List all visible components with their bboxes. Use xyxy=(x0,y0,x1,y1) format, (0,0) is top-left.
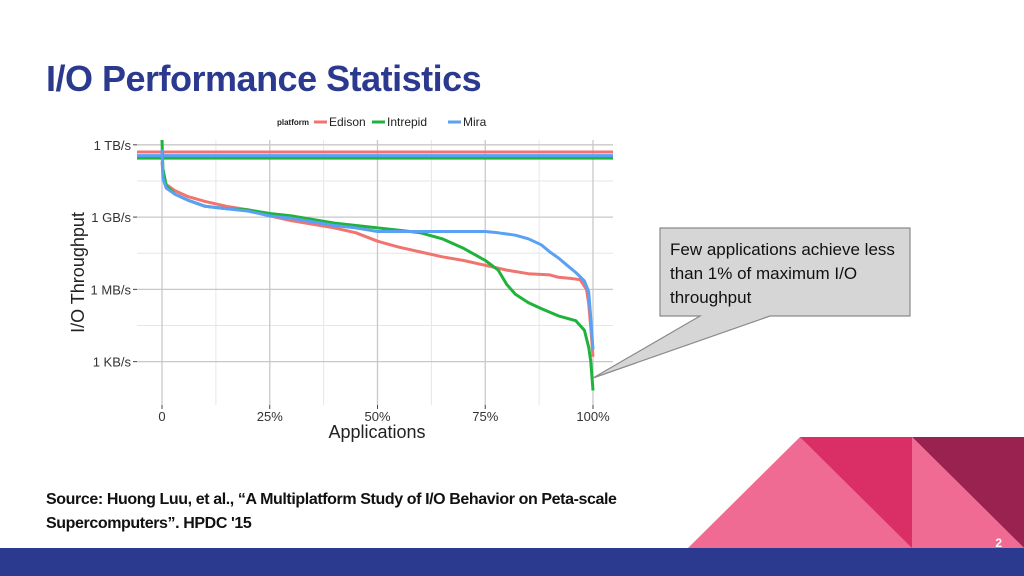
slide-title: I/O Performance Statistics xyxy=(46,58,482,99)
footer-bar xyxy=(0,548,1024,576)
x-tick-label: 100% xyxy=(576,409,610,424)
legend-label: Mira xyxy=(463,115,487,129)
plot-panel xyxy=(137,139,613,405)
x-tick-label: 0 xyxy=(158,409,165,424)
x-axis-label: Applications xyxy=(328,422,425,442)
y-tick-label: 1 GB/s xyxy=(91,210,131,225)
x-tick-label: 50% xyxy=(364,409,390,424)
series-line-edison xyxy=(160,161,595,357)
x-tick-label: 25% xyxy=(257,409,283,424)
series-line-mira xyxy=(160,149,595,350)
y-tick-label: 1 KB/s xyxy=(93,355,132,370)
source-citation: Source: Huong Luu, et al., “A Multiplatf… xyxy=(46,491,617,532)
y-tick-label: 1 MB/s xyxy=(91,282,132,297)
y-axis-label: I/O Throughput xyxy=(68,212,88,333)
x-tick-label: 75% xyxy=(472,409,498,424)
y-tick-label: 1 TB/s xyxy=(94,138,132,153)
legend-label: Edison xyxy=(329,115,366,129)
chart-legend: platform Edison Intrepid Mira xyxy=(277,115,487,129)
legend-title: platform xyxy=(277,118,309,127)
legend-label: Intrepid xyxy=(387,115,427,129)
pink-triangle-right xyxy=(912,437,1024,548)
page-number: 2 xyxy=(995,536,1002,550)
callout-text: Few applications achieve less than 1% of… xyxy=(670,240,895,307)
pink-triangle-mid xyxy=(800,437,912,548)
chart-axes: 0 25% 50% 75% 100% 1 KB/s 1 MB/s 1 GB/s 1 TB/s Ap… xyxy=(68,138,610,442)
